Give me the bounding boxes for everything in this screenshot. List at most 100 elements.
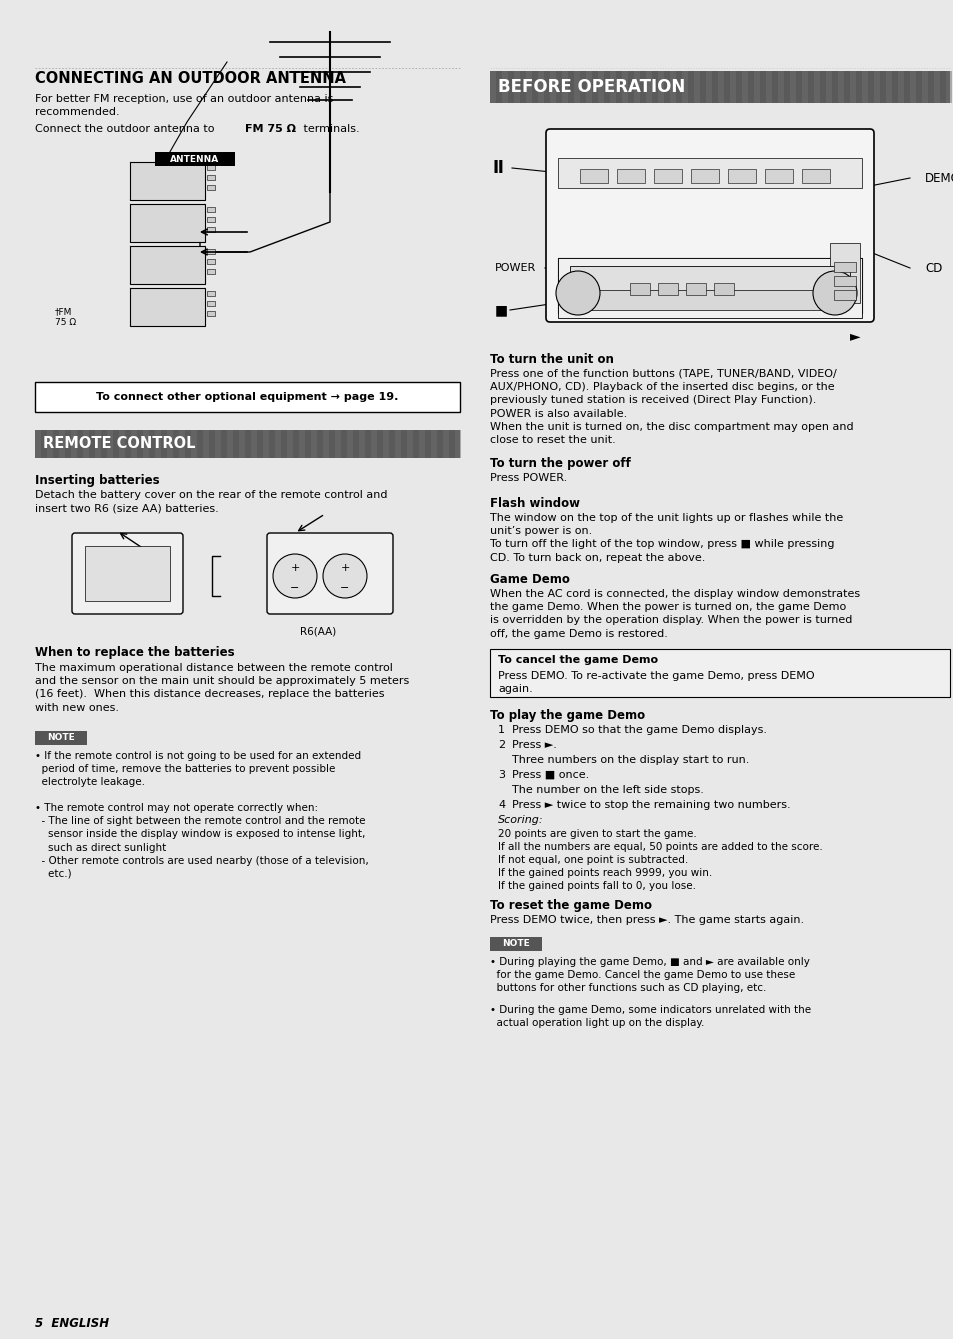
- Bar: [107, 430, 112, 458]
- Bar: [789, 71, 795, 103]
- Bar: [525, 71, 532, 103]
- Bar: [131, 430, 137, 458]
- Text: 1: 1: [497, 724, 504, 735]
- FancyBboxPatch shape: [267, 533, 393, 615]
- Bar: [654, 169, 681, 183]
- Bar: [214, 430, 221, 458]
- FancyBboxPatch shape: [545, 129, 873, 321]
- Bar: [298, 430, 305, 458]
- Bar: [83, 430, 89, 458]
- Bar: [833, 291, 855, 300]
- Bar: [764, 169, 792, 183]
- Text: If the gained points reach 9999, you win.: If the gained points reach 9999, you win…: [497, 868, 712, 878]
- Bar: [681, 71, 687, 103]
- Text: 5  ENGLISH: 5 ENGLISH: [35, 1318, 109, 1330]
- Bar: [598, 71, 603, 103]
- Bar: [207, 165, 214, 170]
- Bar: [35, 430, 459, 458]
- Text: To cancel the game Demo: To cancel the game Demo: [497, 655, 658, 665]
- Bar: [621, 71, 627, 103]
- Text: • The remote control may not operate correctly when:
  - The line of sight betwe: • The remote control may not operate cor…: [35, 803, 369, 878]
- Bar: [395, 430, 400, 458]
- Text: Press POWER.: Press POWER.: [490, 473, 567, 483]
- Bar: [207, 185, 214, 190]
- FancyBboxPatch shape: [71, 533, 183, 615]
- Text: ANTENNA: ANTENNA: [171, 154, 219, 163]
- Text: To reset the game Demo: To reset the game Demo: [490, 898, 651, 912]
- Bar: [753, 71, 760, 103]
- Text: R6(AA): R6(AA): [299, 627, 335, 636]
- Text: Three numbers on the display start to run.: Three numbers on the display start to ru…: [512, 755, 749, 765]
- Bar: [207, 291, 214, 296]
- Text: 4: 4: [497, 799, 504, 810]
- Bar: [537, 71, 543, 103]
- Bar: [514, 71, 519, 103]
- Bar: [833, 276, 855, 287]
- Bar: [609, 71, 616, 103]
- Text: CONNECTING AN OUTDOOR ANTENNA: CONNECTING AN OUTDOOR ANTENNA: [35, 71, 346, 86]
- Bar: [729, 71, 735, 103]
- Bar: [191, 430, 196, 458]
- Bar: [95, 430, 101, 458]
- Text: Press one of the function buttons (TAPE, TUNER/BAND, VIDEO/
AUX/PHONO, CD). Play: Press one of the function buttons (TAPE,…: [490, 370, 853, 445]
- Bar: [371, 430, 376, 458]
- Bar: [873, 71, 879, 103]
- Bar: [207, 258, 214, 264]
- Bar: [490, 937, 541, 951]
- Circle shape: [556, 270, 599, 315]
- Bar: [323, 430, 329, 458]
- Text: The maximum operational distance between the remote control
and the sensor on th: The maximum operational distance between…: [35, 663, 409, 712]
- Circle shape: [323, 554, 367, 599]
- Text: Press DEMO so that the game Demo displays.: Press DEMO so that the game Demo display…: [512, 724, 766, 735]
- Bar: [358, 430, 365, 458]
- Text: †FM
75 Ω: †FM 75 Ω: [55, 307, 76, 327]
- Text: Ⅱ: Ⅱ: [493, 159, 503, 177]
- Bar: [569, 266, 849, 307]
- Bar: [382, 430, 389, 458]
- Bar: [119, 430, 125, 458]
- Bar: [558, 258, 862, 313]
- Text: 3: 3: [497, 770, 504, 781]
- Bar: [431, 430, 436, 458]
- Bar: [47, 430, 53, 458]
- Bar: [167, 430, 172, 458]
- Bar: [685, 283, 705, 295]
- Bar: [154, 430, 161, 458]
- Bar: [849, 71, 855, 103]
- Bar: [561, 71, 567, 103]
- Text: When the AC cord is connected, the display window demonstrates
the game Demo. Wh: When the AC cord is connected, the displ…: [490, 589, 860, 639]
- Bar: [130, 204, 205, 242]
- Text: 20 points are given to start the game.: 20 points are given to start the game.: [497, 829, 696, 840]
- Bar: [741, 71, 747, 103]
- Bar: [658, 283, 678, 295]
- Bar: [690, 169, 719, 183]
- Bar: [490, 71, 949, 103]
- Text: If the gained points fall to 0, you lose.: If the gained points fall to 0, you lose…: [497, 881, 696, 890]
- Text: ■: ■: [495, 303, 508, 317]
- Text: If all the numbers are equal, 50 points are added to the score.: If all the numbers are equal, 50 points …: [497, 842, 821, 852]
- Text: Game Demo: Game Demo: [490, 573, 569, 586]
- Bar: [558, 258, 862, 317]
- Bar: [829, 242, 859, 303]
- Bar: [778, 71, 783, 103]
- Text: The window on the top of the unit lights up or flashes while the
unit’s power is: The window on the top of the unit lights…: [490, 513, 842, 562]
- Text: To play the game Demo: To play the game Demo: [490, 708, 644, 722]
- Text: Inserting batteries: Inserting batteries: [35, 474, 159, 487]
- Text: −: −: [290, 582, 299, 593]
- Text: 2: 2: [497, 740, 504, 750]
- Bar: [239, 430, 245, 458]
- Bar: [885, 71, 891, 103]
- Text: Detach the battery cover on the rear of the remote control and
insert two R6 (si: Detach the battery cover on the rear of …: [35, 490, 387, 513]
- Bar: [862, 71, 867, 103]
- Bar: [207, 301, 214, 307]
- Text: Press ►.: Press ►.: [512, 740, 557, 750]
- Bar: [274, 430, 281, 458]
- Bar: [335, 430, 340, 458]
- Bar: [727, 169, 755, 183]
- Text: +: +: [290, 562, 299, 573]
- Bar: [207, 311, 214, 316]
- Text: • During the game Demo, some indicators unrelated with the
  actual operation li: • During the game Demo, some indicators …: [490, 1006, 810, 1028]
- Bar: [35, 731, 87, 744]
- Bar: [634, 71, 639, 103]
- Bar: [85, 546, 170, 601]
